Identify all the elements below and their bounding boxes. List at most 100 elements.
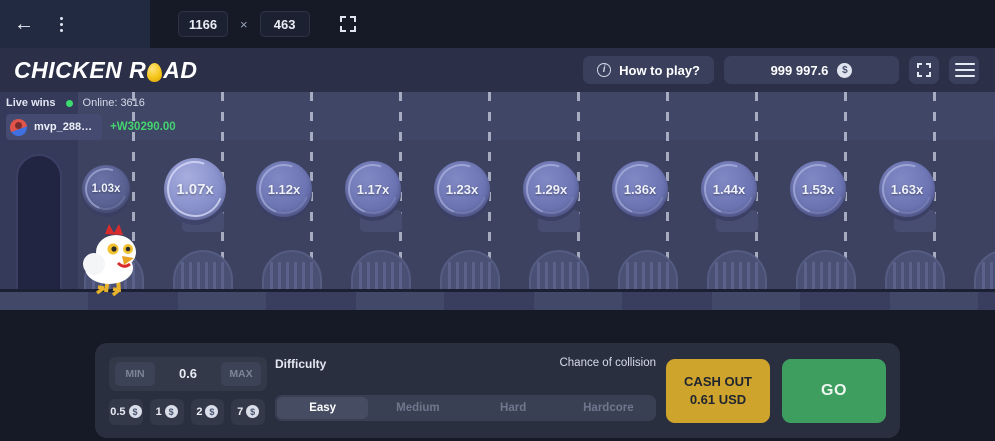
field-sky (0, 92, 995, 140)
user-avatar-icon (10, 118, 27, 136)
go-button[interactable]: GO (782, 358, 886, 423)
expand-button[interactable] (909, 56, 939, 84)
quick-bet-button[interactable]: 1 $ (149, 398, 184, 425)
bet-max-button[interactable]: MAX (220, 361, 261, 386)
dimension-separator: × (240, 16, 248, 32)
lane-divider (399, 92, 402, 310)
quick-bet-button[interactable]: 7 $ (231, 398, 265, 425)
road-tiles (0, 292, 995, 310)
quick-bet-value: 7 (237, 405, 244, 418)
menu-button[interactable] (949, 56, 979, 84)
dollar-coin-icon: $ (246, 405, 260, 418)
multiplier-disc (523, 161, 579, 217)
how-to-play-button[interactable]: i How to play? (583, 56, 714, 84)
multiplier-disc (701, 161, 757, 217)
multiplier-button[interactable]: 1.44x (695, 155, 763, 223)
hamburger-menu-icon (955, 63, 975, 77)
list-item[interactable]: mvp_288… (6, 114, 103, 140)
viewport-size-controls: 1166 × 463 (178, 11, 356, 37)
lane-divider (488, 92, 491, 310)
lane-divider (132, 92, 135, 310)
online-count: Online: 3616 (82, 97, 145, 109)
game-header: CHICKEN R AD i How to play? 999 997.6 $ (0, 48, 995, 92)
multiplier-disc (879, 161, 935, 217)
viewport-width-input[interactable]: 1166 (178, 11, 228, 37)
logo-text-part2: AD (163, 56, 198, 83)
cash-out-button[interactable]: CASH OUT 0.61 USD (666, 358, 770, 423)
expand-icon (917, 63, 931, 77)
quick-bet-button[interactable]: 2 $ (190, 398, 225, 425)
bet-min-button[interactable]: MIN (115, 361, 155, 386)
multiplier-button[interactable]: 1.12x (250, 155, 318, 223)
multiplier-disc (612, 161, 668, 217)
action-buttons: CASH OUT 0.61 USD GO (666, 358, 900, 423)
multiplier-button[interactable]: 1.63x (873, 155, 941, 223)
lane-divider (844, 92, 847, 310)
multiplier-disc (256, 161, 312, 217)
multiplier-button[interactable]: 1.36x (606, 155, 674, 223)
win-amount: +W30290.00 (110, 121, 176, 133)
multiplier-label: 1.36x (623, 181, 657, 197)
difficulty-option-medium[interactable]: Medium (396, 402, 440, 414)
multiplier-label: 1.03x (91, 183, 121, 195)
difficulty-section: Difficulty Chance of collision Easy Mediu… (265, 343, 666, 438)
info-icon: i (597, 63, 612, 77)
win-user-name: mvp_288… (34, 121, 93, 133)
difficulty-label: Difficulty (275, 357, 327, 371)
kebab-menu-icon[interactable] (60, 16, 63, 32)
fullscreen-icon[interactable] (339, 16, 356, 32)
chance-of-collision-label: Chance of collision (559, 357, 656, 369)
quick-bet-button[interactable]: 0.5 $ (109, 398, 143, 425)
control-panel: MIN 0.6 MAX 0.5 $1 $2 $7 $ Difficulty Chance… (95, 343, 900, 438)
quick-bet-value: 2 (196, 405, 203, 418)
cash-out-amount: 0.61 USD (689, 391, 747, 407)
back-arrow-icon[interactable]: ← (14, 13, 34, 35)
multiplier-button[interactable]: 1.23x (428, 155, 496, 223)
multiplier-label: 1.44x (712, 181, 746, 197)
lane-divider (577, 92, 580, 310)
multiplier-label: 1.29x (534, 181, 568, 197)
road-edge (0, 289, 995, 292)
quick-bet-value: 0.5 (110, 405, 126, 418)
dollar-coin-icon: $ (205, 405, 219, 418)
viewport-height-input[interactable]: 463 (259, 11, 310, 37)
lane-divider (666, 92, 669, 310)
multiplier-label: 1.63x (890, 181, 924, 197)
browser-toolbar: ← 1166 × 463 (0, 0, 995, 48)
multiplier-button[interactable]: 1.17x (339, 155, 407, 223)
multiplier-button[interactable]: 1.07x (157, 151, 233, 227)
difficulty-option-easy[interactable]: Easy (277, 397, 369, 419)
live-wins-bar: Live wins Online: 3616 (0, 92, 995, 114)
bet-amount-value[interactable]: 0.6 (178, 366, 198, 381)
lane-divider (310, 92, 313, 310)
multiplier-label: 1.17x (356, 181, 390, 197)
bottom-bar: MIN 0.6 MAX 0.5 $1 $2 $7 $ Difficulty Chance… (0, 310, 995, 441)
online-dot-icon (65, 99, 73, 107)
multiplier-button[interactable]: 1.03x (78, 161, 134, 217)
balance-amount: 999 997.6 (770, 62, 829, 78)
multiplier-button[interactable]: 1.53x (784, 155, 852, 223)
dollar-coin-icon: $ (164, 405, 178, 418)
multiplier-disc (164, 158, 226, 220)
dollar-coin-icon: $ (128, 405, 142, 418)
multiplier-label: 1.12x (267, 181, 301, 197)
lane-divider (755, 92, 758, 310)
difficulty-option-hard[interactable]: Hard (500, 402, 527, 414)
multiplier-disc (345, 161, 401, 217)
tunnel-door (16, 154, 62, 304)
road-ground (0, 292, 995, 310)
toolbar-left-group: ← (0, 0, 150, 48)
difficulty-option-hardcore[interactable]: Hardcore (583, 402, 634, 414)
quick-bet-value: 1 (155, 405, 162, 418)
balance-display[interactable]: 999 997.6 $ (724, 56, 899, 84)
multiplier-disc (790, 161, 846, 217)
multiplier-button[interactable]: 1.29x (517, 155, 585, 223)
egg-icon (147, 62, 163, 82)
quick-bet-row: 0.5 $1 $2 $7 $ (109, 398, 265, 425)
multiplier-label: 1.07x (176, 180, 214, 198)
live-wins-title: Live wins (6, 97, 56, 109)
cash-out-label: CASH OUT (684, 373, 752, 389)
difficulty-segmented-control: Easy Medium Hard Hardcore (275, 395, 656, 421)
live-wins-list: mvp_288… +W30290.00 (0, 114, 995, 140)
